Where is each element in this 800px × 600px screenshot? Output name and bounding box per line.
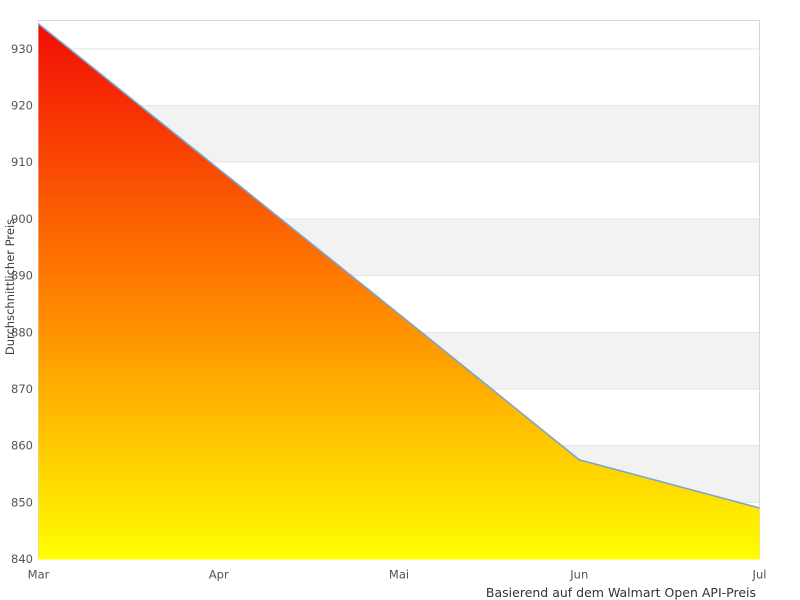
y-tick-label: 910 xyxy=(11,155,33,169)
y-tick-label: 890 xyxy=(11,269,33,283)
y-tick-label: 840 xyxy=(11,552,33,566)
chart-caption: Basierend auf dem Walmart Open API-Preis xyxy=(485,585,756,600)
x-tick-label: Mar xyxy=(28,568,50,582)
y-tick-label: 870 xyxy=(11,382,33,396)
area-fill xyxy=(38,23,760,560)
x-tick-label: Mai xyxy=(389,568,409,582)
y-tick-label: 930 xyxy=(11,42,33,56)
y-tick-label: 900 xyxy=(11,212,33,226)
x-tick-label: Jul xyxy=(752,568,767,582)
x-tick-label: Jun xyxy=(569,568,588,582)
y-tick-label: 920 xyxy=(11,99,33,113)
price-line xyxy=(37,23,760,509)
y-tick-label: 880 xyxy=(11,325,33,339)
y-tick-label: 850 xyxy=(11,495,33,509)
y-axis-title: Durchschnittlicher Preis xyxy=(3,218,17,356)
y-tick-label: 860 xyxy=(11,439,33,453)
x-tick-label: Apr xyxy=(209,568,229,582)
